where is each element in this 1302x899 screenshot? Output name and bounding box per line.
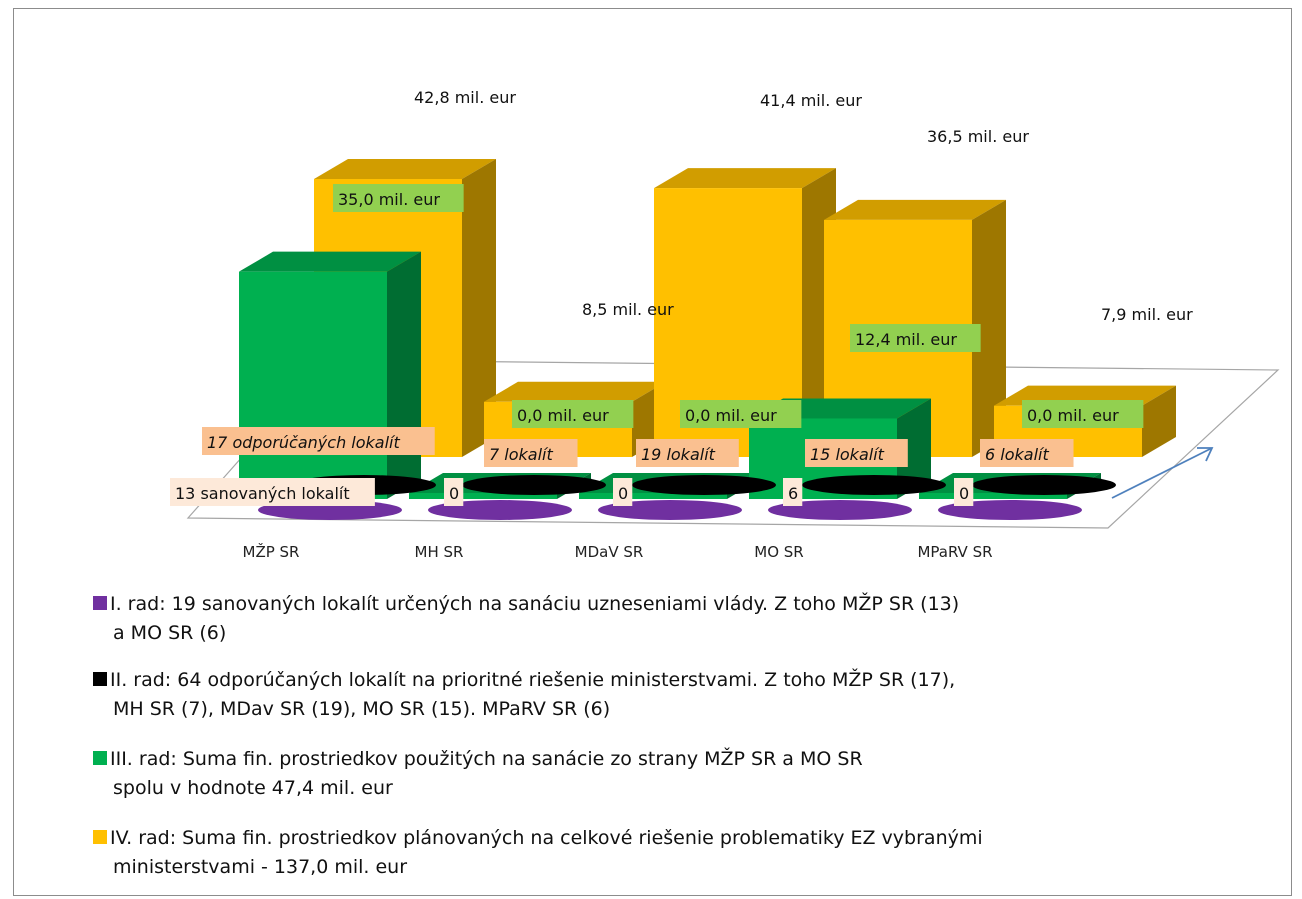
- data-label-bg: [954, 478, 974, 506]
- data-label: 41,4 mil. eur: [760, 91, 862, 110]
- bar-series4-top: [654, 168, 836, 189]
- data-label: 7 lokalít: [489, 445, 553, 464]
- data-label-bg: [783, 478, 803, 506]
- legend-swatch: [93, 830, 107, 844]
- bar-series4-side: [462, 159, 496, 457]
- chart-area: 42,8 mil. eur 8,5 mil. eur 41,4 mil. eur 36…: [170, 88, 1280, 561]
- data-label-bg: [1022, 400, 1144, 428]
- data-label-bg: [850, 324, 981, 352]
- x-tick-label: MPaRV SR: [917, 543, 992, 561]
- data-label: 0: [618, 484, 628, 503]
- data-label-bg: [613, 478, 633, 506]
- bar-series3: [919, 493, 1067, 499]
- data-label: 6 lokalít: [985, 445, 1049, 464]
- data-label: 0,0 mil. eur: [517, 406, 609, 425]
- legend-text-cont: a MO SR (6): [113, 622, 227, 644]
- bar-series3-side: [897, 398, 931, 499]
- legend-text: I. rad: 19 sanovaných lokalít určených n…: [110, 593, 960, 615]
- data-label: 42,8 mil. eur: [414, 88, 516, 107]
- depth-arrow-line: [1111, 447, 1213, 499]
- bar-series4-top: [314, 159, 496, 179]
- legend-text: IV. rad: Suma fin. prostriedkov plánovan…: [110, 827, 983, 849]
- data-label: 0: [449, 484, 459, 503]
- legend-swatch: [93, 596, 107, 610]
- bar-series4-top: [824, 199, 1006, 220]
- data-label: 8,5 mil. eur: [582, 300, 674, 319]
- legend-item-2: II. rad: 64 odporúčaných lokalít na prio…: [93, 666, 1273, 724]
- point-series1: [768, 500, 912, 520]
- data-label: 6: [788, 484, 798, 503]
- depth-arrow-head: [1197, 447, 1214, 462]
- bar-series3-top: [239, 251, 421, 272]
- data-label: 17 odporúčaných lokalít: [207, 433, 400, 452]
- data-label: 13 sanovaných lokalít: [175, 484, 350, 503]
- x-tick-label: MŽP SR: [243, 542, 300, 561]
- data-label: 36,5 mil. eur: [927, 127, 1029, 146]
- data-label: 0: [959, 484, 969, 503]
- point-series1: [938, 500, 1082, 520]
- bar-series4-top: [484, 381, 666, 402]
- bar-series3: [239, 271, 387, 499]
- point-series2: [802, 475, 946, 495]
- legend-text-cont: MH SR (7), MDav SR (19), MO SR (15). MPa…: [113, 698, 611, 720]
- data-label-bg: [805, 439, 908, 467]
- legend-text: III. rad: Suma fin. prostriedkov použitý…: [110, 748, 863, 770]
- bar-series4-side: [972, 199, 1006, 457]
- data-label: 7,9 mil. eur: [1101, 305, 1193, 324]
- data-label: 0,0 mil. eur: [1027, 406, 1119, 425]
- x-tick-label: MH SR: [415, 543, 464, 561]
- data-label-bg: [484, 439, 578, 467]
- legend-item-3: III. rad: Suma fin. prostriedkov použitý…: [93, 745, 1273, 803]
- data-label-bg: [980, 439, 1074, 467]
- legend-text-cont: ministerstvami - 137,0 mil. eur: [113, 856, 408, 878]
- legend-text: II. rad: 64 odporúčaných lokalít na prio…: [110, 669, 956, 691]
- point-series1: [428, 500, 572, 520]
- point-series2: [972, 475, 1116, 495]
- point-series2: [462, 475, 606, 495]
- data-label-bg: [170, 478, 375, 506]
- data-label: 0,0 mil. eur: [685, 406, 777, 425]
- bar-series3-side: [387, 251, 421, 499]
- legend-swatch: [93, 672, 107, 686]
- data-label: 19 lokalít: [641, 445, 716, 464]
- bar-series4-side: [1142, 385, 1176, 457]
- legend-swatch: [93, 751, 107, 765]
- data-label: 12,4 mil. eur: [855, 330, 957, 349]
- data-label-bg: [680, 400, 802, 428]
- legend-text-cont: spolu v hodnote 47,4 mil. eur: [113, 777, 393, 799]
- point-series1: [598, 500, 742, 520]
- data-label-bg: [636, 439, 739, 467]
- data-label: 15 lokalít: [810, 445, 885, 464]
- data-label: 35,0 mil. eur: [338, 190, 440, 209]
- bar-series3: [579, 493, 727, 499]
- data-label-bg: [512, 400, 634, 428]
- data-label-bg: [444, 478, 464, 506]
- legend-item-4: IV. rad: Suma fin. prostriedkov plánovan…: [93, 824, 1273, 882]
- data-label-bg: [333, 184, 464, 212]
- legend-item-1: I. rad: 19 sanovaných lokalít určených n…: [93, 590, 1273, 648]
- point-series2: [632, 475, 776, 495]
- x-tick-label: MDaV SR: [575, 543, 644, 561]
- x-tick-label: MO SR: [754, 543, 803, 561]
- bar-series3: [409, 493, 557, 499]
- data-label-bg: [202, 427, 435, 455]
